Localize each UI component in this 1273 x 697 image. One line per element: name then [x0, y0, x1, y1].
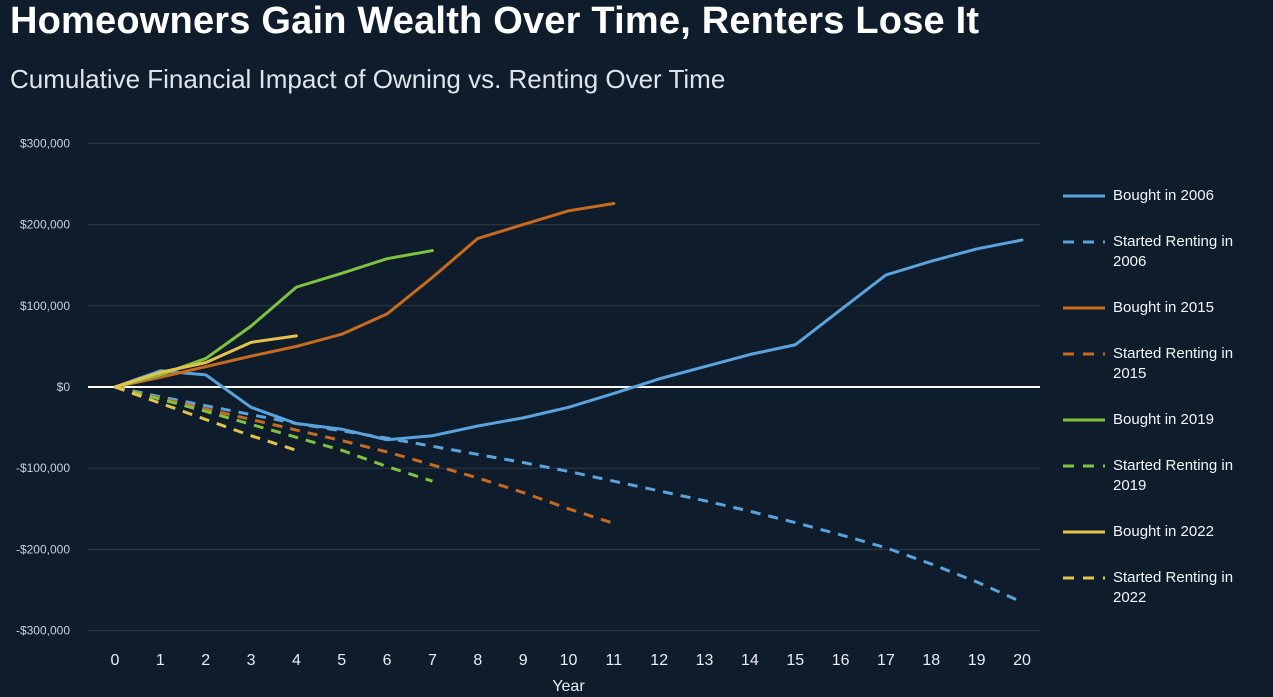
legend-solid-line-sample-bought-2022	[1063, 530, 1105, 534]
legend-dashed-line-sample-rent-2019	[1063, 464, 1105, 468]
x-tick-label: 18	[922, 652, 940, 669]
x-tick-label: 7	[428, 652, 437, 669]
page-title: Homeowners Gain Wealth Over Time, Renter…	[10, 0, 980, 42]
x-tick-label: 2	[201, 652, 210, 669]
x-tick-label: 11	[606, 652, 623, 669]
y-tick-label: $0	[57, 380, 71, 394]
x-tick-label: 9	[519, 652, 528, 669]
legend-label-bought-2015: Bought in 2015	[1113, 299, 1214, 316]
legend-dashed-line-sample-rent-2015	[1063, 352, 1105, 356]
y-tick-label: $300,000	[20, 136, 70, 150]
series-line-rent-2019	[114, 385, 433, 483]
x-tick-label: 13	[696, 652, 714, 669]
legend-item-rent-2019: Started Renting in 2019	[1063, 456, 1268, 496]
y-tick-label: $200,000	[20, 218, 70, 232]
x-tick-label: 6	[383, 652, 392, 669]
series-line-bought-2015	[113, 201, 616, 389]
legend-item-bought-2015: Bought in 2015	[1063, 298, 1268, 318]
x-tick-label: 0	[111, 652, 120, 669]
x-tick-label: 15	[786, 652, 804, 669]
legend-item-rent-2006: Started Renting in 2006	[1063, 232, 1268, 272]
series-line-rent-2015	[114, 385, 615, 525]
y-tick-label: -$300,000	[16, 624, 70, 638]
legend-label-rent-2006: Started Renting in 2006	[1113, 233, 1234, 270]
legend-solid-line-sample-bought-2019	[1063, 418, 1105, 422]
legend-item-rent-2022: Started Renting in 2022	[1063, 568, 1268, 608]
legend-item-bought-2006: Bought in 2006	[1063, 186, 1268, 206]
legend-item-bought-2019: Bought in 2019	[1063, 410, 1268, 430]
legend-dashed-line-sample-rent-2006	[1063, 240, 1105, 244]
legend-dashed-line-sample-rent-2022	[1063, 576, 1105, 580]
x-tick-label: 19	[968, 652, 986, 669]
legend-label-rent-2015: Started Renting in 2015	[1113, 345, 1234, 382]
x-tick-label: 3	[247, 652, 256, 669]
y-tick-label: -$200,000	[16, 542, 70, 556]
x-tick-label: 12	[650, 652, 668, 669]
legend-item-bought-2022: Bought in 2022	[1063, 522, 1268, 542]
x-tick-label: 20	[1013, 652, 1031, 669]
series-line-bought-2006	[113, 238, 1024, 442]
x-tick-label: 14	[741, 652, 759, 669]
series-line-bought-2019	[113, 249, 434, 389]
series-line-bought-2022	[113, 334, 298, 389]
chart-legend: Bought in 2006 Started Renting in 2006 Bou…	[1063, 186, 1268, 608]
x-tick-label: 17	[877, 652, 895, 669]
page-subtitle: Cumulative Financial Impact of Owning vs…	[10, 64, 726, 94]
y-tick-label: $100,000	[20, 299, 70, 313]
legend-solid-line-sample-bought-2015	[1063, 306, 1105, 310]
legend-label-rent-2022: Started Renting in 2022	[1113, 569, 1234, 606]
x-tick-label: 8	[473, 652, 482, 669]
x-tick-label: 5	[337, 652, 346, 669]
x-axis-label: Year	[552, 678, 585, 695]
legend-label-bought-2006: Bought in 2006	[1113, 187, 1214, 204]
x-tick-label: 10	[560, 652, 578, 669]
x-tick-label: 4	[292, 652, 301, 669]
x-tick-label: 1	[156, 652, 165, 669]
series-line-rent-2006	[114, 385, 1023, 604]
y-tick-label: -$100,000	[16, 461, 70, 475]
legend-solid-line-sample-bought-2006	[1063, 194, 1105, 198]
legend-label-bought-2019: Bought in 2019	[1113, 411, 1214, 428]
x-tick-label: 16	[832, 652, 850, 669]
legend-label-bought-2022: Bought in 2022	[1113, 523, 1214, 540]
legend-item-rent-2015: Started Renting in 2015	[1063, 344, 1268, 384]
series-line-rent-2022	[114, 385, 297, 452]
legend-label-rent-2019: Started Renting in 2019	[1113, 457, 1234, 494]
